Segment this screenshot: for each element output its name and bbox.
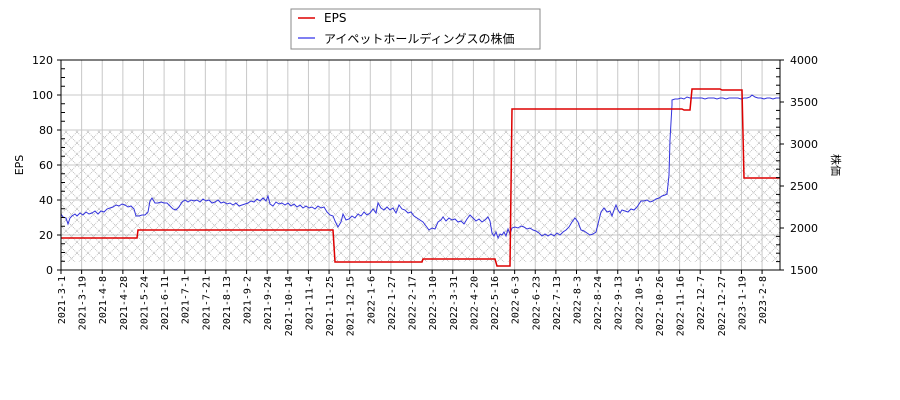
- x-tick-label: 2022-1-27: [387, 276, 398, 330]
- x-axis: 2021-3-1 2021-3-19 2021-4-8 2021-4-28 2021-5…: [57, 270, 769, 336]
- legend: EPS アイペットホールディングスの株価: [290, 8, 541, 50]
- x-tick-label: 2022-5-16: [490, 276, 501, 330]
- left-y-tick-label: 0: [46, 264, 53, 277]
- x-tick-label: 2021-7-21: [201, 276, 212, 330]
- left-y-tick-label: 80: [39, 124, 53, 137]
- x-tick-label: 2022-2-17: [408, 276, 419, 330]
- x-tick-label: 2022-6-3: [511, 276, 522, 324]
- x-tick-label: 2022-9-13: [614, 276, 625, 330]
- right-y-tick-label: 3500: [790, 96, 818, 109]
- left-y-axis-title: EPS: [13, 155, 26, 176]
- legend-price-label: アイペットホールディングスの株価: [324, 31, 515, 46]
- right-y-tick-label: 2500: [790, 180, 818, 193]
- right-y-axis-title: 株価: [829, 154, 843, 176]
- x-tick-label: 2021-11-25: [325, 276, 336, 336]
- x-tick-label: 2022-4-20: [469, 276, 480, 330]
- x-tick-label: 2022-10-5: [634, 276, 645, 330]
- x-tick-label: 2022-8-3: [573, 276, 584, 324]
- hatched-band: [61, 130, 780, 262]
- left-y-tick-label: 20: [39, 229, 53, 242]
- x-tick-label: 2021-6-11: [160, 276, 171, 330]
- left-y-tick-label: 100: [32, 89, 53, 102]
- x-tick-label: 2022-8-24: [593, 276, 604, 330]
- x-tick-label: 2022-11-16: [676, 276, 687, 336]
- x-tick-label: 2022-7-13: [552, 276, 563, 330]
- x-tick-label: 2022-6-23: [531, 276, 542, 330]
- right-y-tick-label: 3000: [790, 138, 818, 151]
- right-y-tick-label: 4000: [790, 54, 818, 67]
- x-tick-label: 2022-3-31: [449, 276, 460, 330]
- grid-lines: [61, 60, 780, 270]
- x-tick-label: 2021-10-14: [284, 276, 295, 336]
- left-y-tick-label: 60: [39, 159, 53, 172]
- x-tick-label: 2021-11-4: [304, 276, 315, 330]
- left-y-tick-label: 120: [32, 54, 53, 67]
- x-tick-label: 2021-9-2: [243, 276, 254, 324]
- x-tick-label: 2022-10-26: [655, 276, 666, 336]
- x-tick-label: 2022-1-6: [366, 276, 377, 324]
- x-tick-label: 2021-12-15: [346, 276, 357, 336]
- x-tick-label: 2021-7-1: [181, 276, 192, 324]
- right-y-axis: 1500 2000 2500 3000 3500 4000: [776, 54, 818, 277]
- x-tick-label: 2022-12-7: [696, 276, 707, 330]
- x-tick-label: 2023-1-19: [737, 276, 748, 330]
- x-tick-label: 2021-8-13: [222, 276, 233, 330]
- legend-eps-label: EPS: [324, 11, 346, 25]
- left-y-tick-label: 40: [39, 194, 53, 207]
- x-tick-label: 2023-2-8: [758, 276, 769, 324]
- x-tick-label: 2021-3-1: [57, 276, 68, 324]
- eps-series-line: [61, 88, 780, 267]
- x-tick-label: 2021-4-8: [98, 276, 109, 324]
- right-y-tick-label: 2000: [790, 222, 818, 235]
- right-y-tick-label: 1500: [790, 264, 818, 277]
- x-tick-label: 2022-12-27: [717, 276, 728, 336]
- left-y-axis: 0 20 40 60 80 100 120: [32, 54, 65, 277]
- x-tick-label: 2021-4-28: [119, 276, 130, 330]
- plot-area: [60, 59, 781, 271]
- x-tick-label: 2021-9-24: [263, 276, 274, 330]
- x-tick-label: 2022-3-10: [428, 276, 439, 330]
- x-tick-label: 2021-3-19: [78, 276, 89, 330]
- x-tick-label: 2021-5-24: [139, 276, 150, 330]
- price-series-line: [61, 94, 780, 240]
